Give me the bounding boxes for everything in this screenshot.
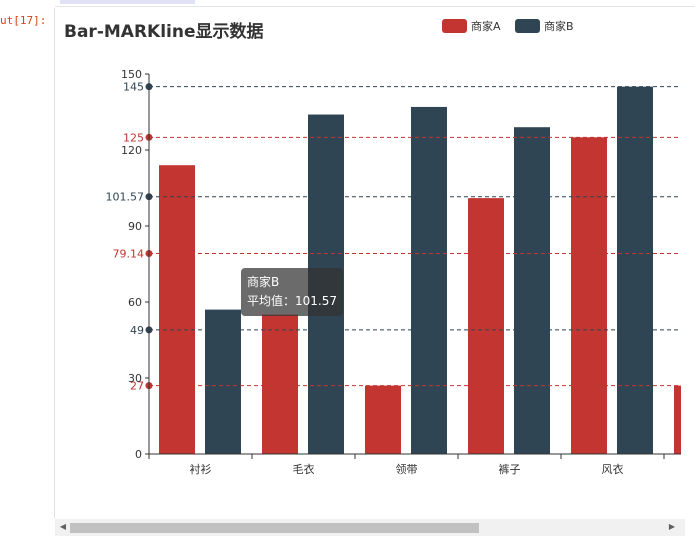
bar-series-a[interactable] [468,198,504,454]
y-tick-label: 120 [121,144,142,157]
tooltip-series-name: 商家B [247,275,280,289]
markline-label: 101.57 [106,191,145,204]
legend-item-series-b[interactable]: 商家B [515,18,574,34]
markline-label: 79.14 [113,248,145,261]
bar-series-b[interactable] [514,127,550,454]
y-tick-label: 150 [121,68,142,81]
markline-label: 27 [130,380,144,393]
bar-series-b[interactable] [205,309,241,454]
markline-label: 145 [123,81,144,94]
bar-series-a[interactable] [365,385,401,454]
legend-label-series-a: 商家A [471,20,501,33]
output-frame [54,8,695,518]
markline-label: 125 [123,131,144,144]
x-tick-label: 领带 [396,463,418,476]
chart-title: Bar-MARKline显示数据 [64,22,264,42]
legend-label-series-b: 商家B [544,20,574,33]
x-tick-label: 裤子 [499,462,521,476]
legend-swatch-series-a [442,19,467,33]
bar-series-a[interactable] [159,165,195,454]
bar-series-a[interactable] [674,385,681,454]
scroll-left-arrow-icon[interactable]: ◀ [59,522,67,531]
x-tick-label: 风衣 [602,462,624,476]
markline-label: 49 [130,324,144,337]
scroll-right-arrow-icon[interactable]: ▶ [668,522,676,531]
y-tick-label: 90 [128,220,142,233]
y-tick-label: 60 [128,296,142,309]
cell-top-border [55,0,695,7]
bar-series-a[interactable] [571,137,607,455]
legend-item-series-a[interactable]: 商家A [442,18,501,34]
x-tick-label: 衬衫 [190,463,212,476]
y-tick-label: 0 [135,448,142,461]
tooltip: 商家B 平均值：101.57 [241,268,343,316]
legend-swatch-series-b [515,19,540,33]
x-tick-label: 毛衣 [293,462,315,476]
chart-plot: 125 79.14 27 145 101.57 49 0 30 60 90 120 150 衬衫 毛衣 领带… [106,68,681,476]
output-prompt: ut[17]: [0,14,47,27]
y-tick-label: 30 [128,372,142,385]
cell-input-tab [60,0,195,4]
tooltip-value-line: 平均值：101.57 [247,294,337,308]
scrollbar-thumb[interactable] [70,523,479,533]
bar-series-b[interactable] [617,86,653,455]
bar-series-b[interactable] [411,106,447,454]
bar-series-a[interactable] [262,314,298,454]
